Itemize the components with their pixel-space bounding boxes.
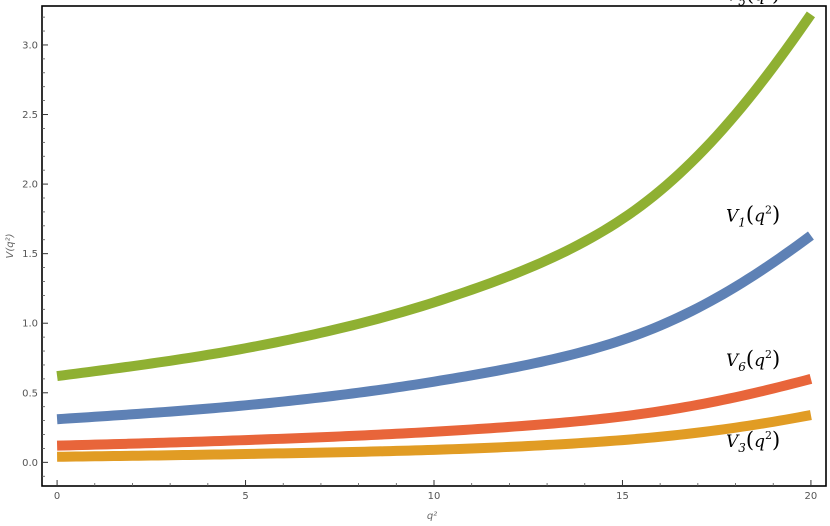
y-tick-label: 2.5 — [22, 110, 38, 121]
y-tick-label: 3.0 — [22, 40, 38, 51]
series-label-1: V5(q2) — [726, 0, 780, 8]
series-label-2: V1(q2) — [726, 203, 780, 230]
y-tick-label: 1.5 — [22, 249, 38, 260]
series-lines — [56, 11, 816, 462]
x-tick-label: 5 — [242, 491, 248, 502]
series-line-2 — [56, 231, 814, 425]
y-axis-title: V(q²) — [5, 234, 16, 259]
x-tick-label: 10 — [428, 491, 441, 502]
series-label-3: V6(q2) — [726, 347, 780, 374]
series-line-3 — [56, 374, 813, 451]
y-tick-label: 2.0 — [22, 180, 38, 191]
x-axis-title: q² — [427, 511, 437, 522]
series-labels: V5(q2) V1(q2) V6(q2) V3(q2) — [726, 0, 780, 455]
series-line-4 — [57, 410, 812, 462]
x-axis: 0 5 10 15 20 — [54, 480, 817, 502]
x-tick-label: 15 — [616, 491, 629, 502]
y-tick-label: 0.0 — [22, 458, 38, 469]
y-tick-label: 0.5 — [22, 388, 38, 399]
x-tick-label: 0 — [54, 491, 60, 502]
y-axis: 0.0 0.5 1.0 1.5 2.0 2.5 3.0 — [22, 16, 48, 477]
series-line-1 — [56, 11, 816, 382]
y-tick-label: 1.0 — [22, 319, 38, 330]
series-label-4: V3(q2) — [726, 428, 780, 455]
x-tick-label: 20 — [805, 491, 818, 502]
